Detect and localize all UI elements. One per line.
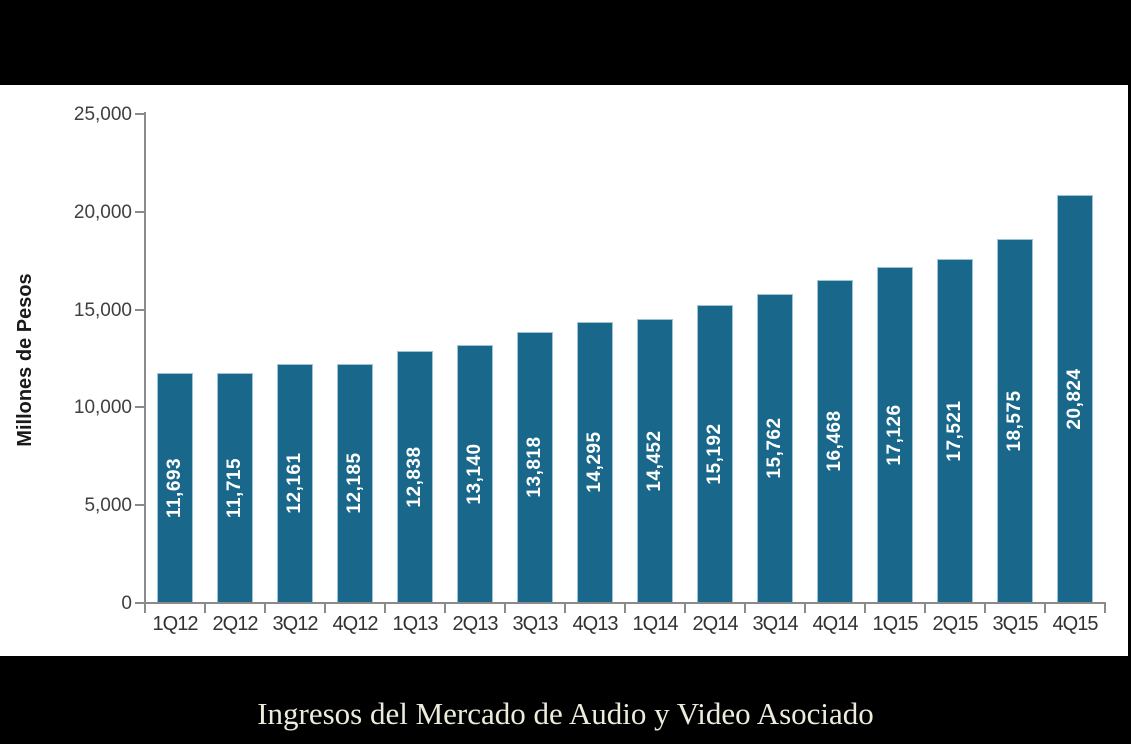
bar: [817, 280, 853, 602]
y-tick: [135, 602, 144, 604]
bar: [517, 332, 553, 602]
bar: [997, 239, 1033, 602]
y-axis-tick-label: 0: [121, 593, 132, 614]
y-axis-tick-label: 20,000: [73, 201, 132, 223]
bar-value-label: 16,468: [824, 410, 845, 472]
y-axis-tick-label: 15,000: [73, 299, 132, 321]
y-tick: [135, 210, 144, 213]
x-axis-label: 4Q13: [572, 613, 619, 635]
x-axis-label: 1Q13: [392, 613, 439, 635]
x-tick: [624, 604, 626, 613]
bar-value-label: 12,838: [404, 445, 425, 508]
bar: [217, 373, 253, 602]
x-tick: [984, 604, 986, 613]
x-tick: [384, 604, 386, 613]
x-tick: [864, 604, 866, 613]
x-tick: [744, 604, 746, 613]
x-tick: [204, 604, 206, 613]
y-axis-tick-label: 10,000: [73, 397, 132, 419]
x-tick: [924, 604, 926, 613]
bar: [457, 345, 493, 602]
x-axis-label: 1Q15: [872, 613, 919, 635]
bar-value-label: 14,295: [584, 431, 605, 493]
caption-band: Ingresos del Mercado de Audio y Video As…: [0, 656, 1131, 744]
x-axis-label: 3Q12: [272, 613, 319, 635]
y-tick: [135, 113, 144, 115]
bar: [877, 267, 913, 602]
y-tick: [135, 406, 144, 409]
bar: [637, 319, 673, 602]
bar: [397, 351, 433, 602]
x-axis-label: 3Q13: [512, 613, 559, 635]
x-axis-label: 2Q14: [692, 613, 739, 635]
bar-value-label: 11,693: [164, 457, 185, 518]
bar: [157, 373, 193, 602]
x-axis-label: 1Q14: [632, 613, 679, 635]
x-tick: [804, 604, 806, 613]
y-axis-title: Millones de Pesos: [14, 273, 36, 447]
x-tick: [324, 604, 326, 613]
y-axis-tick-label: 25,000: [73, 104, 132, 125]
bar-value-label: 14,452: [644, 429, 665, 492]
x-tick: [1104, 604, 1106, 613]
y-axis-tick-label: 5,000: [84, 495, 132, 517]
bar-value-label: 12,161: [284, 452, 305, 514]
bar-value-label: 13,140: [464, 442, 485, 505]
bar-value-label: 15,192: [704, 422, 725, 485]
bar: [1057, 195, 1093, 602]
bar-value-label: 12,185: [344, 452, 365, 514]
bar-value-label: 17,126: [884, 403, 905, 466]
bar: [337, 364, 373, 602]
x-tick: [264, 604, 266, 613]
x-tick: [1044, 604, 1046, 613]
bar: [757, 294, 793, 602]
x-axis-label: 2Q15: [932, 613, 979, 635]
bar-value-label: 11,715: [224, 457, 245, 518]
bar-value-label: 15,762: [764, 417, 785, 479]
bar-value-label: 20,824: [1064, 367, 1085, 430]
bar: [697, 305, 733, 602]
x-axis-label: 3Q14: [752, 613, 799, 635]
y-tick: [135, 308, 144, 311]
bar-value-label: 18,575: [1004, 389, 1025, 452]
x-tick: [444, 604, 446, 613]
bar: [937, 259, 973, 602]
x-axis-label: 3Q15: [992, 613, 1039, 635]
bar-chart: Millones de Pesos 0 5,000 10,000 15,000 20,0…: [0, 85, 1128, 656]
bar-value-label: 17,521: [944, 399, 965, 462]
x-tick: [564, 604, 566, 613]
x-axis-line: [144, 602, 1106, 604]
bar-value-label: 13,818: [524, 436, 545, 498]
x-axis-label: 2Q12: [212, 613, 259, 635]
bar: [277, 364, 313, 602]
x-tick: [504, 604, 506, 613]
x-axis-label: 4Q15: [1052, 613, 1099, 635]
x-axis-label: 4Q14: [812, 613, 859, 635]
x-axis-label: 1Q12: [152, 613, 199, 635]
x-axis-label: 2Q13: [452, 613, 499, 635]
x-axis-label: 4Q12: [332, 613, 379, 635]
x-tick: [144, 604, 146, 613]
y-tick: [135, 504, 144, 507]
bar: [577, 322, 613, 602]
y-axis-line: [144, 112, 146, 604]
chart-caption: Ingresos del Mercado de Audio y Video As…: [257, 696, 874, 731]
x-tick: [684, 604, 686, 613]
